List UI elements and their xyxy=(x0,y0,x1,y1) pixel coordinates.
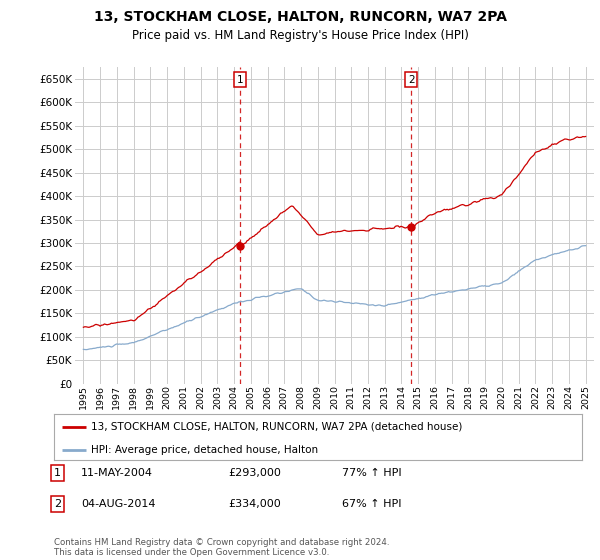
Text: 1: 1 xyxy=(237,75,244,85)
Text: 04-AUG-2014: 04-AUG-2014 xyxy=(81,499,155,509)
Text: Price paid vs. HM Land Registry's House Price Index (HPI): Price paid vs. HM Land Registry's House … xyxy=(131,29,469,42)
Text: £293,000: £293,000 xyxy=(228,468,281,478)
Text: 1: 1 xyxy=(54,468,61,478)
Text: HPI: Average price, detached house, Halton: HPI: Average price, detached house, Halt… xyxy=(91,445,318,455)
Text: 77% ↑ HPI: 77% ↑ HPI xyxy=(342,468,401,478)
Text: 67% ↑ HPI: 67% ↑ HPI xyxy=(342,499,401,509)
Text: Contains HM Land Registry data © Crown copyright and database right 2024.
This d: Contains HM Land Registry data © Crown c… xyxy=(54,538,389,557)
Text: 13, STOCKHAM CLOSE, HALTON, RUNCORN, WA7 2PA (detached house): 13, STOCKHAM CLOSE, HALTON, RUNCORN, WA7… xyxy=(91,422,463,432)
Text: £334,000: £334,000 xyxy=(228,499,281,509)
Text: 2: 2 xyxy=(408,75,415,85)
Text: 11-MAY-2004: 11-MAY-2004 xyxy=(81,468,153,478)
Text: 13, STOCKHAM CLOSE, HALTON, RUNCORN, WA7 2PA: 13, STOCKHAM CLOSE, HALTON, RUNCORN, WA7… xyxy=(94,10,506,24)
Text: 2: 2 xyxy=(54,499,61,509)
